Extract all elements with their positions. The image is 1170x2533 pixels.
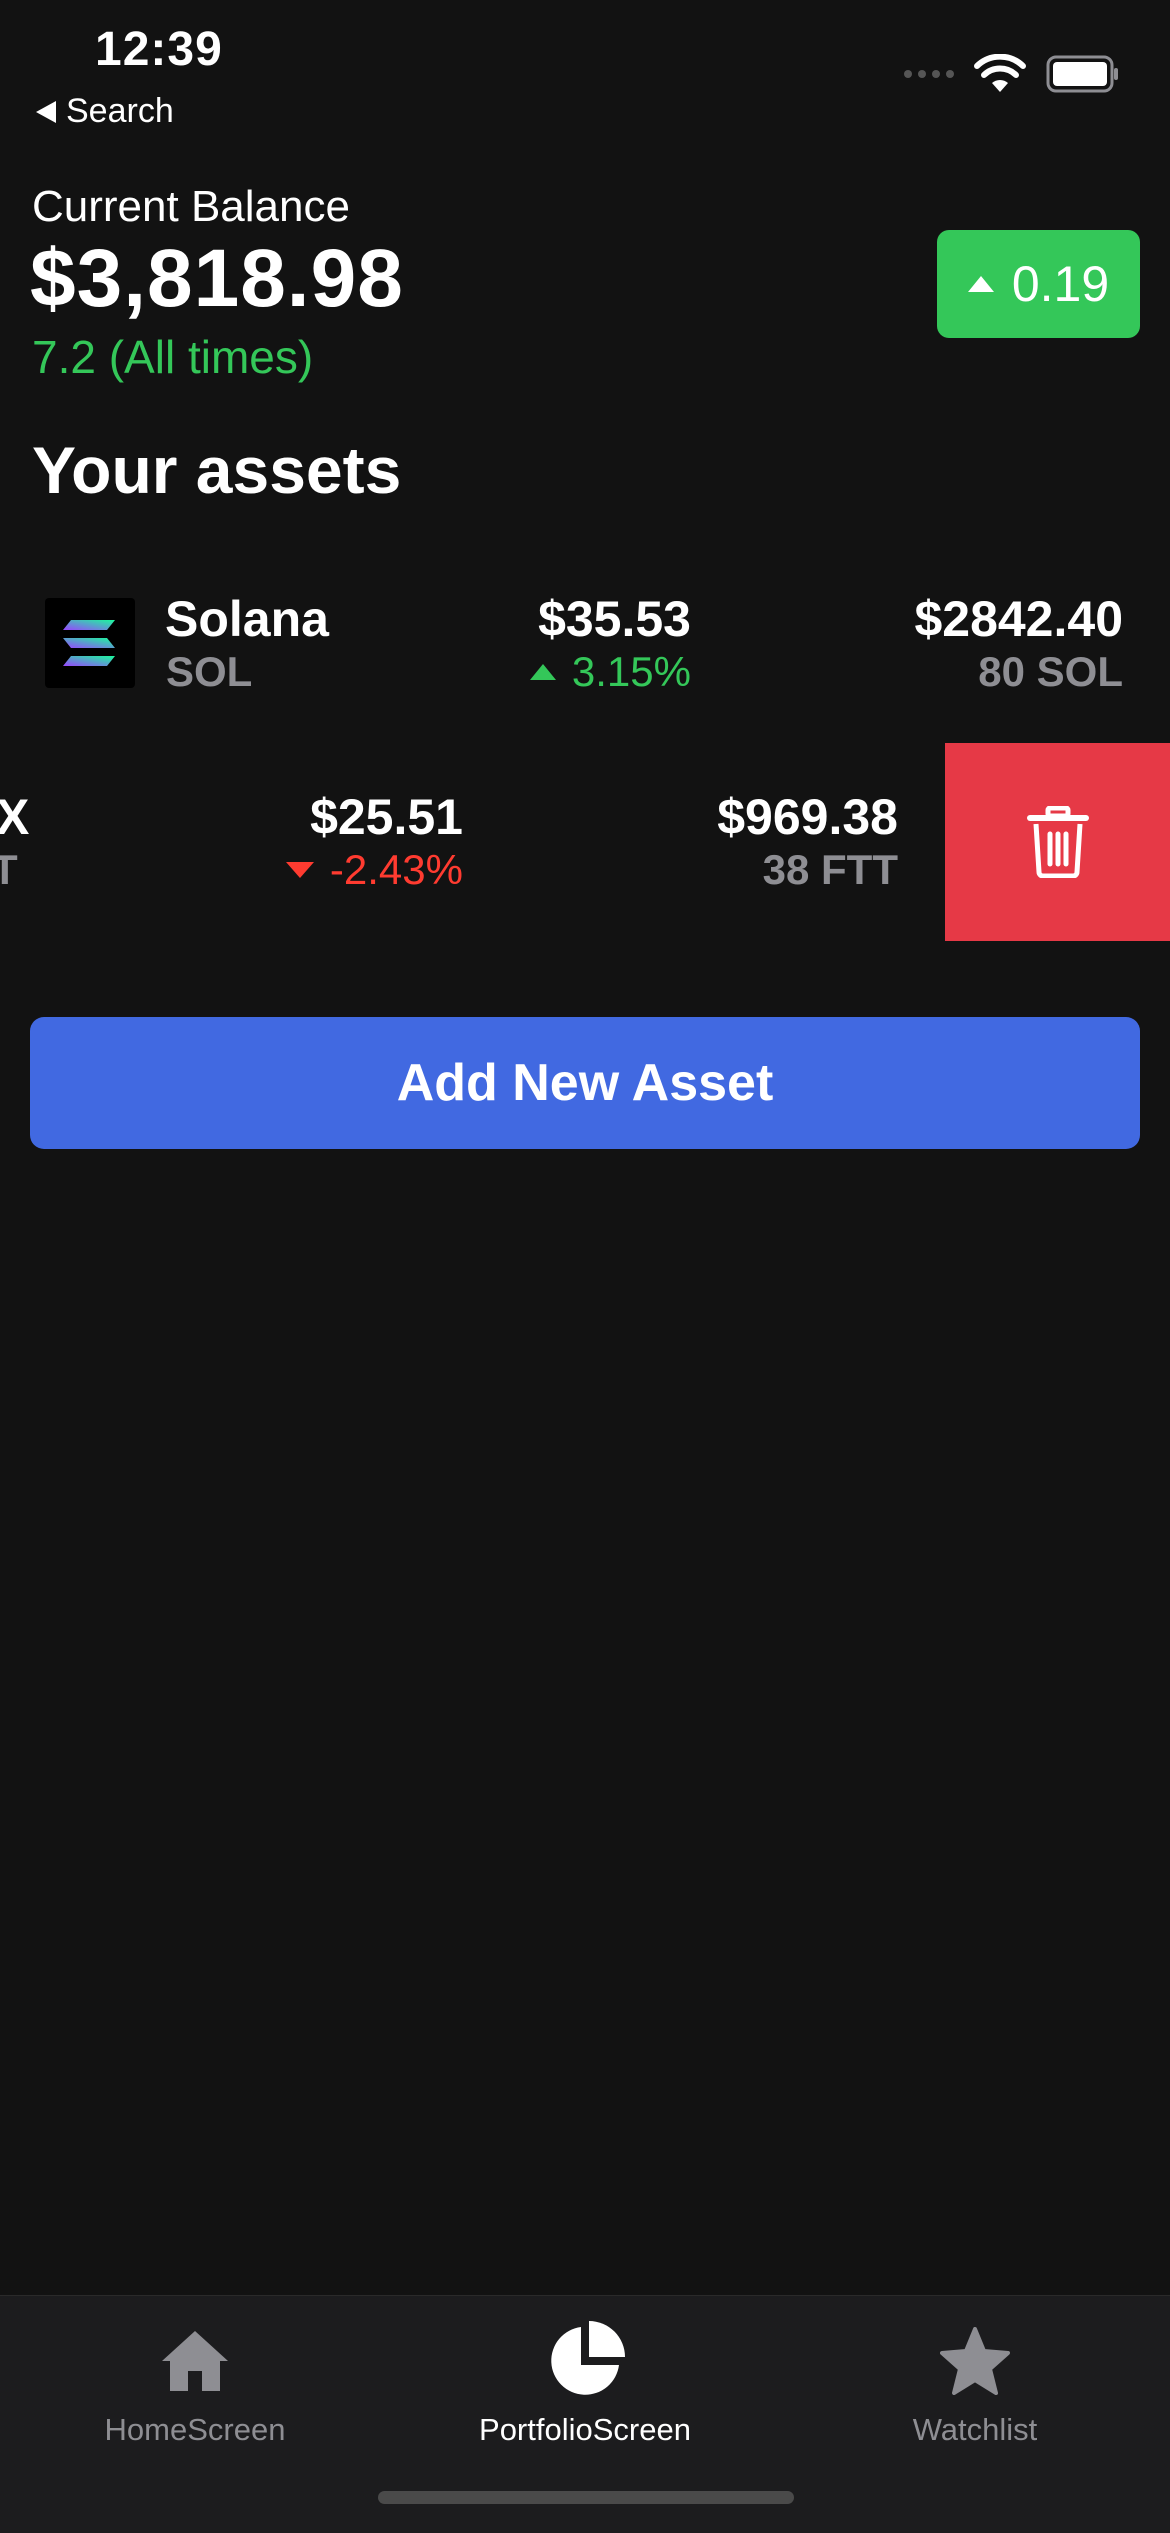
asset-name: X xyxy=(0,789,30,845)
delete-asset-button[interactable] xyxy=(945,743,1170,941)
up-arrow-icon xyxy=(529,664,556,680)
status-time: 12:39 xyxy=(95,23,223,76)
tab-homescreen[interactable]: HomeScreen xyxy=(0,2296,390,2456)
home-icon xyxy=(160,2316,230,2406)
asset-holding-amount: 80 SOL xyxy=(978,648,1123,695)
asset-holding-value: $2842.40 xyxy=(914,591,1123,647)
current-balance-label: Current Balance xyxy=(32,182,350,231)
battery-icon xyxy=(1046,55,1118,93)
trash-icon xyxy=(1026,806,1089,878)
asset-name: Solana xyxy=(165,591,329,647)
cellular-signal-icon xyxy=(904,70,954,78)
tab-watchlist[interactable]: Watchlist xyxy=(780,2296,1170,2456)
down-arrow-icon xyxy=(285,862,314,878)
up-arrow-icon xyxy=(967,276,994,292)
tab-portfolioscreen[interactable]: PortfolioScreen xyxy=(390,2296,780,2456)
change-badge-value: 0.19 xyxy=(1011,256,1110,312)
balance-change-all-times: 7.2 (All times) xyxy=(32,331,314,383)
tab-label: PortfolioScreen xyxy=(479,2412,691,2447)
star-icon xyxy=(940,2316,1010,2406)
asset-price: $35.53 xyxy=(538,591,691,647)
asset-holding-value: $969.38 xyxy=(717,789,898,845)
back-to-search-link[interactable]: Search xyxy=(36,92,174,131)
asset-holding-amount: 38 FTT xyxy=(762,846,898,893)
your-assets-title: Your assets xyxy=(32,433,402,507)
asset-change-value: 3.15% xyxy=(571,648,691,695)
asset-change: 3.15% xyxy=(529,648,691,696)
tab-label: Watchlist xyxy=(912,2412,1038,2447)
back-label: Search xyxy=(66,92,174,130)
status-indicators xyxy=(904,54,1120,94)
asset-price: $25.51 xyxy=(310,789,463,845)
change-badge: 0.19 xyxy=(937,230,1140,338)
asset-symbol: T xyxy=(0,846,18,893)
back-arrow-icon xyxy=(36,100,56,123)
wifi-icon xyxy=(974,54,1026,92)
current-balance-value: $3,818.98 xyxy=(30,233,404,324)
tab-bar: HomeScreen PortfolioScreen Watchlist xyxy=(0,2295,1170,2533)
pie-chart-icon xyxy=(543,2316,627,2406)
asset-symbol: SOL xyxy=(166,648,253,695)
solana-logo-icon xyxy=(45,598,135,688)
home-indicator xyxy=(378,2491,794,2504)
asset-change: -2.43% xyxy=(285,846,463,894)
asset-change-value: -2.43% xyxy=(329,846,463,893)
tab-label: HomeScreen xyxy=(104,2412,286,2447)
add-new-asset-button[interactable]: Add New Asset xyxy=(30,1017,1140,1149)
